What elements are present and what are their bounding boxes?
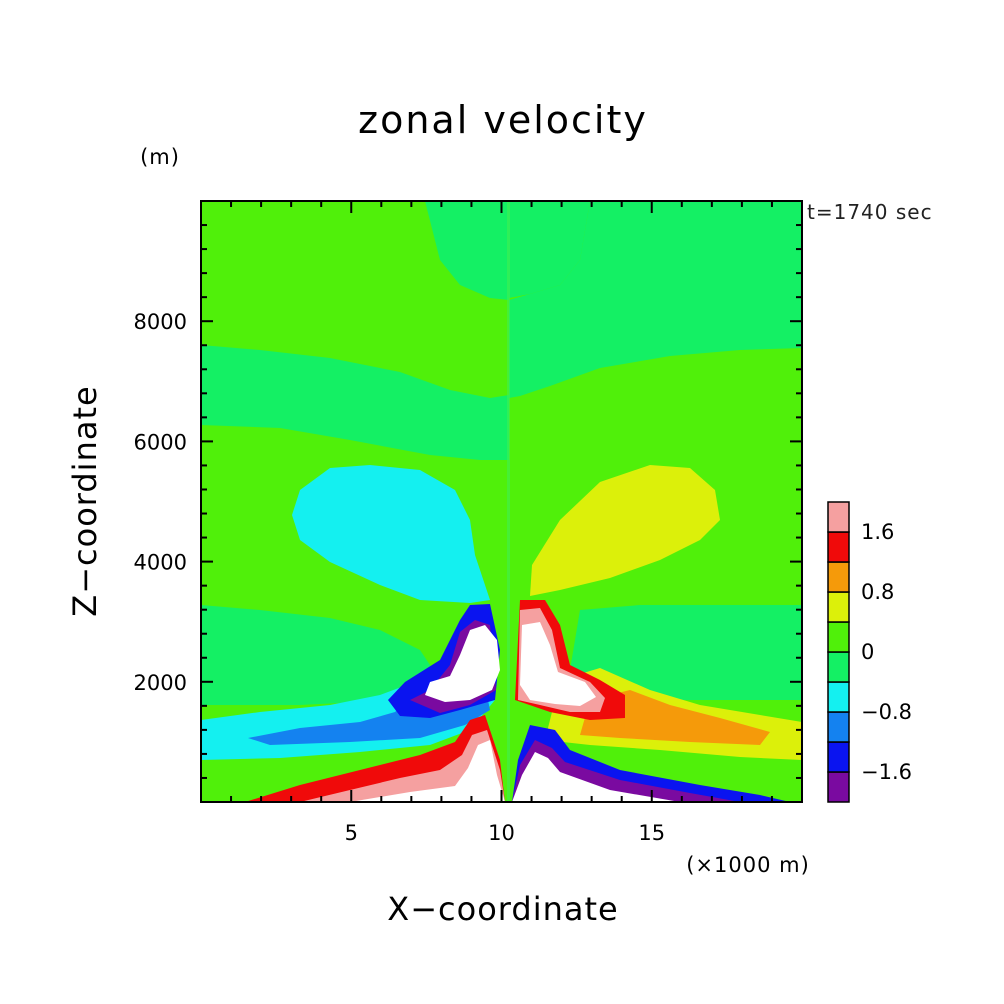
y-tick-label: 4000 bbox=[134, 551, 187, 575]
time-label: t=1740 sec bbox=[807, 200, 933, 224]
colorbar-swatch bbox=[827, 741, 850, 773]
y-axis-label: Z−coordinate bbox=[66, 385, 104, 616]
surface-white-left bbox=[350, 740, 505, 802]
colorbar-swatch bbox=[827, 681, 850, 713]
x-axis-ticks: 5 10 15 bbox=[230, 201, 773, 845]
colorbar-swatch bbox=[827, 561, 850, 593]
surface-pink-left bbox=[300, 730, 505, 802]
contour-negative-mid-left bbox=[201, 345, 509, 460]
colorbar-swatch bbox=[827, 771, 850, 803]
core-white-left bbox=[425, 625, 500, 702]
colorbar-swatch bbox=[827, 591, 850, 623]
colorbar: −1.6 −0.8 0 0.8 1.6 bbox=[827, 501, 912, 803]
colorbar-swatch bbox=[827, 501, 850, 533]
colorbar-swatch bbox=[827, 651, 850, 683]
y-axis-ticks: 2000 4000 6000 8000 bbox=[134, 224, 802, 779]
x-tick-label: 15 bbox=[638, 821, 665, 845]
contour-positive-low-right bbox=[570, 605, 802, 700]
band-orange-right bbox=[580, 690, 770, 745]
colorbar-swatch bbox=[827, 531, 850, 563]
colorbar-label: 0 bbox=[861, 640, 874, 664]
colorbar-label: 0.8 bbox=[861, 580, 894, 604]
contour-positive-upper-right bbox=[509, 201, 802, 398]
colorbar-label: −1.6 bbox=[861, 760, 912, 784]
y-tick-label: 2000 bbox=[134, 671, 187, 695]
colorbar-swatch bbox=[827, 621, 850, 653]
contour-negative-top-left bbox=[425, 201, 509, 300]
band-blue-left bbox=[248, 660, 490, 745]
core-white-right bbox=[520, 622, 596, 706]
y-tick-label: 8000 bbox=[134, 310, 187, 334]
y-tick-label: 6000 bbox=[134, 430, 187, 454]
colorbar-swatch bbox=[827, 711, 850, 743]
y-unit-label: (m) bbox=[140, 145, 180, 169]
colorbar-label: 1.6 bbox=[861, 520, 894, 544]
chart-title: zonal velocity bbox=[358, 98, 648, 142]
plot-area bbox=[201, 201, 802, 802]
contour-negative-low-left bbox=[201, 605, 440, 705]
x-tick-label: 10 bbox=[488, 821, 515, 845]
x-tick-label: 5 bbox=[345, 821, 358, 845]
surface-white-right bbox=[512, 752, 680, 802]
center-seam bbox=[507, 201, 510, 802]
contour-positive-top-right bbox=[509, 201, 590, 298]
x-axis-label: X−coordinate bbox=[387, 890, 618, 928]
lobe-negative-upper-left bbox=[292, 465, 490, 603]
colorbar-label: −0.8 bbox=[861, 700, 912, 724]
x-unit-label: (×1000 m) bbox=[686, 853, 810, 877]
lobe-positive-upper-right bbox=[530, 465, 720, 596]
